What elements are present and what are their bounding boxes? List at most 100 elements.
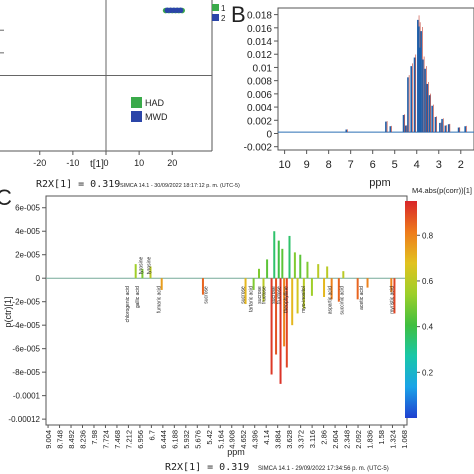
- panel-c-x-tick-label-4: 7.98: [90, 430, 99, 445]
- panel-c-label-9: fructose: [262, 286, 268, 304]
- panel-c-colorbar-tick-label-1: 0.6: [422, 277, 434, 286]
- panel-b-spectrum: 0.018 0.016 0.014 0.012 0.01 0.008 0.006 0.004 0…: [244, 7, 474, 189]
- panel-b-y-tick-label-8: 0.002: [247, 116, 272, 127]
- panel-b-x-tick-label-0: 10: [278, 159, 290, 171]
- panel-a-top-legend-swatch-1: [212, 14, 219, 21]
- panel-c-y-tick-label-1: 4e-005: [15, 227, 40, 236]
- panel-c-y-tick-label-4: -2e-005: [12, 298, 40, 307]
- panel-c-x-tick-label-14: 5.42: [205, 430, 214, 445]
- panel-c-label-6: sucrose: [241, 286, 247, 304]
- panel-c-label-12: theophylline: [284, 286, 290, 313]
- panel-a-legend-swatch-1: [131, 111, 142, 122]
- panel-b-y-tick-label-9: 0: [266, 129, 272, 140]
- panel-b-x-label: ppm: [369, 177, 390, 189]
- panel-b-x-tick-label-7: 3: [436, 159, 442, 171]
- panel-c-x-tick-label-5: 7.724: [101, 430, 110, 449]
- panel-c-x-tick-label-12: 5.932: [182, 430, 191, 449]
- panel-c-y-tick-label-2: 2e-005: [15, 251, 40, 260]
- panel-c-x-tick-label-10: 6.444: [159, 430, 168, 449]
- panel-a-point-1-4: [177, 7, 184, 14]
- panel-c-r2x-annotation: R2X[1] = 0.319: [165, 462, 249, 473]
- panel-a-legend-swatch-0: [131, 97, 142, 108]
- panel-c-colorbar: [405, 201, 417, 418]
- panel-b-x-tick-label-4: 6: [370, 159, 376, 171]
- panel-c-label-2: tyrosine: [146, 256, 152, 274]
- panel-c-x-tick-label-20: 3.884: [274, 430, 283, 449]
- panel-b-y-tick-label-4: 0.01: [253, 63, 273, 74]
- panel-c-x-tick-label-8: 6.956: [136, 430, 145, 449]
- panel-b-x-tick-label-3: 7: [348, 159, 354, 171]
- panel-c-label-11: fructose: [277, 286, 283, 304]
- panel-c-x-tick-label-24: 2.86: [320, 430, 329, 445]
- panel-c-x-tick-label-29: 1.58: [377, 430, 386, 445]
- panel-c-colorbar-tick-label-0: 0.8: [422, 231, 434, 240]
- panel-c-x-tick-label-11: 6.188: [170, 430, 179, 449]
- panel-c-x-tick-label-19: 4.14: [262, 430, 271, 445]
- panel-c-colorbar-tick-label-3: 0.2: [422, 368, 434, 377]
- panel-c-x-tick-label-25: 2.604: [331, 430, 340, 449]
- panel-a-r2x-annotation: R2X[1] = 0.319: [36, 179, 120, 190]
- panel-c-label-3: gallic acid: [135, 286, 141, 308]
- panel-b-y-tick-label-6: 0.006: [247, 90, 272, 101]
- panel-c-x-tick-label-28: 1.836: [366, 430, 375, 449]
- panel-c-label-8: sucrose: [257, 286, 263, 304]
- panel-c-x-tick-label-18: 4.396: [251, 430, 260, 449]
- panel-c-label-13: myo-inositol: [301, 286, 307, 313]
- panel-c-x-tick-label-30: 1.324: [388, 430, 397, 449]
- panel-a-top-legend-swatch-0: [212, 4, 219, 11]
- panel-b-frame: [277, 7, 474, 151]
- panel-c-x-tick-label-27: 2.092: [354, 430, 363, 449]
- panel-c-letter: C: [0, 185, 12, 210]
- panel-c-x-tick-label-21: 3.628: [285, 430, 294, 449]
- panel-a-legend-label-1: MWD: [145, 112, 168, 122]
- panel-b-y-tick-label-0: 0.018: [247, 11, 272, 22]
- panel-a-x-tick-label-2: 0: [103, 158, 108, 168]
- panel-c-x-tick-label-23: 3.116: [308, 430, 317, 448]
- panel-c-y-tick-label-8: -0.0001: [13, 392, 41, 401]
- panel-c-x-tick-label-15: 5.164: [216, 430, 225, 449]
- panel-c-x-tick-label-31: 1.068: [400, 430, 409, 449]
- panel-c-loadings-plot: 6e-005 4e-005 2e-005 0 -2e-005 -4e-005 -6e-005…: [3, 186, 472, 473]
- panel-c-x-tick-label-6: 7.468: [113, 430, 122, 449]
- panel-c-y-tick-label-9: -0.00012: [8, 415, 40, 424]
- panel-c-label-1: tyrosine: [138, 256, 144, 274]
- panel-c-x-label: ppm: [227, 447, 245, 457]
- panel-b-y-tick-label-7: 0.004: [247, 103, 272, 114]
- panel-c-x-tick-label-16: 4.908: [228, 430, 237, 449]
- panel-c-y-tick-label-5: -4e-005: [12, 321, 40, 330]
- panel-b-y-tick-label-5: 0.008: [247, 77, 272, 88]
- panel-c-x-tick-label-9: 6.7: [147, 430, 156, 440]
- panel-c-footer: SIMCA 14.1 - 29/09/2022 17:34:56 p. m. (…: [258, 466, 389, 472]
- panel-c-colorbar-title: M4.abs(p(corr))[1]: [412, 186, 472, 195]
- panel-a-score-plot: -20 -10 0 10 20 t[1] 12 HAD MWD R2X[1] = 0.319 SIM…: [0, 0, 240, 190]
- panel-c-label-17: myristic acid: [390, 286, 396, 314]
- panel-c-frame: [45, 195, 408, 426]
- panel-a-x-tick-label-4: 20: [167, 158, 177, 168]
- panel-b-x-tick-label-8: 2: [458, 159, 464, 171]
- panel-c-x-tick-label-26: 2.348: [343, 430, 352, 449]
- panel-b-x-tick-label-2: 8: [326, 159, 332, 171]
- panel-c-y-label: p(ctr)[1]: [3, 296, 13, 327]
- panel-c-y-tick-label-3: 0: [36, 274, 41, 283]
- panel-b-y-tick-label-1: 0.016: [247, 24, 272, 35]
- panel-c-label-4: fumaric acid: [156, 286, 162, 313]
- panel-a-footer: SIMCA 14.1 - 30/09/2022 18:17:12 p. m. (…: [120, 183, 240, 189]
- panel-c-y-tick-label-0: 6e-005: [15, 204, 40, 213]
- panel-c-y-tick-label-6: -6e-005: [12, 345, 40, 354]
- panel-c-label-16: acetic acid: [359, 286, 365, 310]
- panel-c-y-tick-label-7: -8e-005: [12, 368, 40, 377]
- panel-c-x-tick-label-7: 7.212: [124, 430, 133, 449]
- panel-c-label-7: tartaric acid: [248, 286, 254, 312]
- panel-c-x-tick-label-17: 4.652: [239, 430, 248, 449]
- panel-a-x-tick-label-0: -20: [33, 158, 46, 168]
- panel-b-letter: B: [231, 2, 246, 27]
- panel-c-label-10: sucrose: [271, 286, 277, 304]
- panel-c-label-0: chlorogenic acid: [125, 286, 131, 322]
- panel-b-x-tick-label-6: 4: [414, 159, 420, 171]
- panel-b-y-tick-label-10: -0.002: [244, 143, 273, 154]
- panel-b-y-tick-label-2: 0.014: [247, 37, 272, 48]
- panel-b-y-tick-label-3: 0.012: [247, 50, 272, 61]
- panel-a-x-label: t[1]: [90, 159, 104, 170]
- panel-c-label-15: succinic acid: [339, 286, 345, 315]
- panel-c-x-tick-label-1: 8.748: [56, 430, 65, 449]
